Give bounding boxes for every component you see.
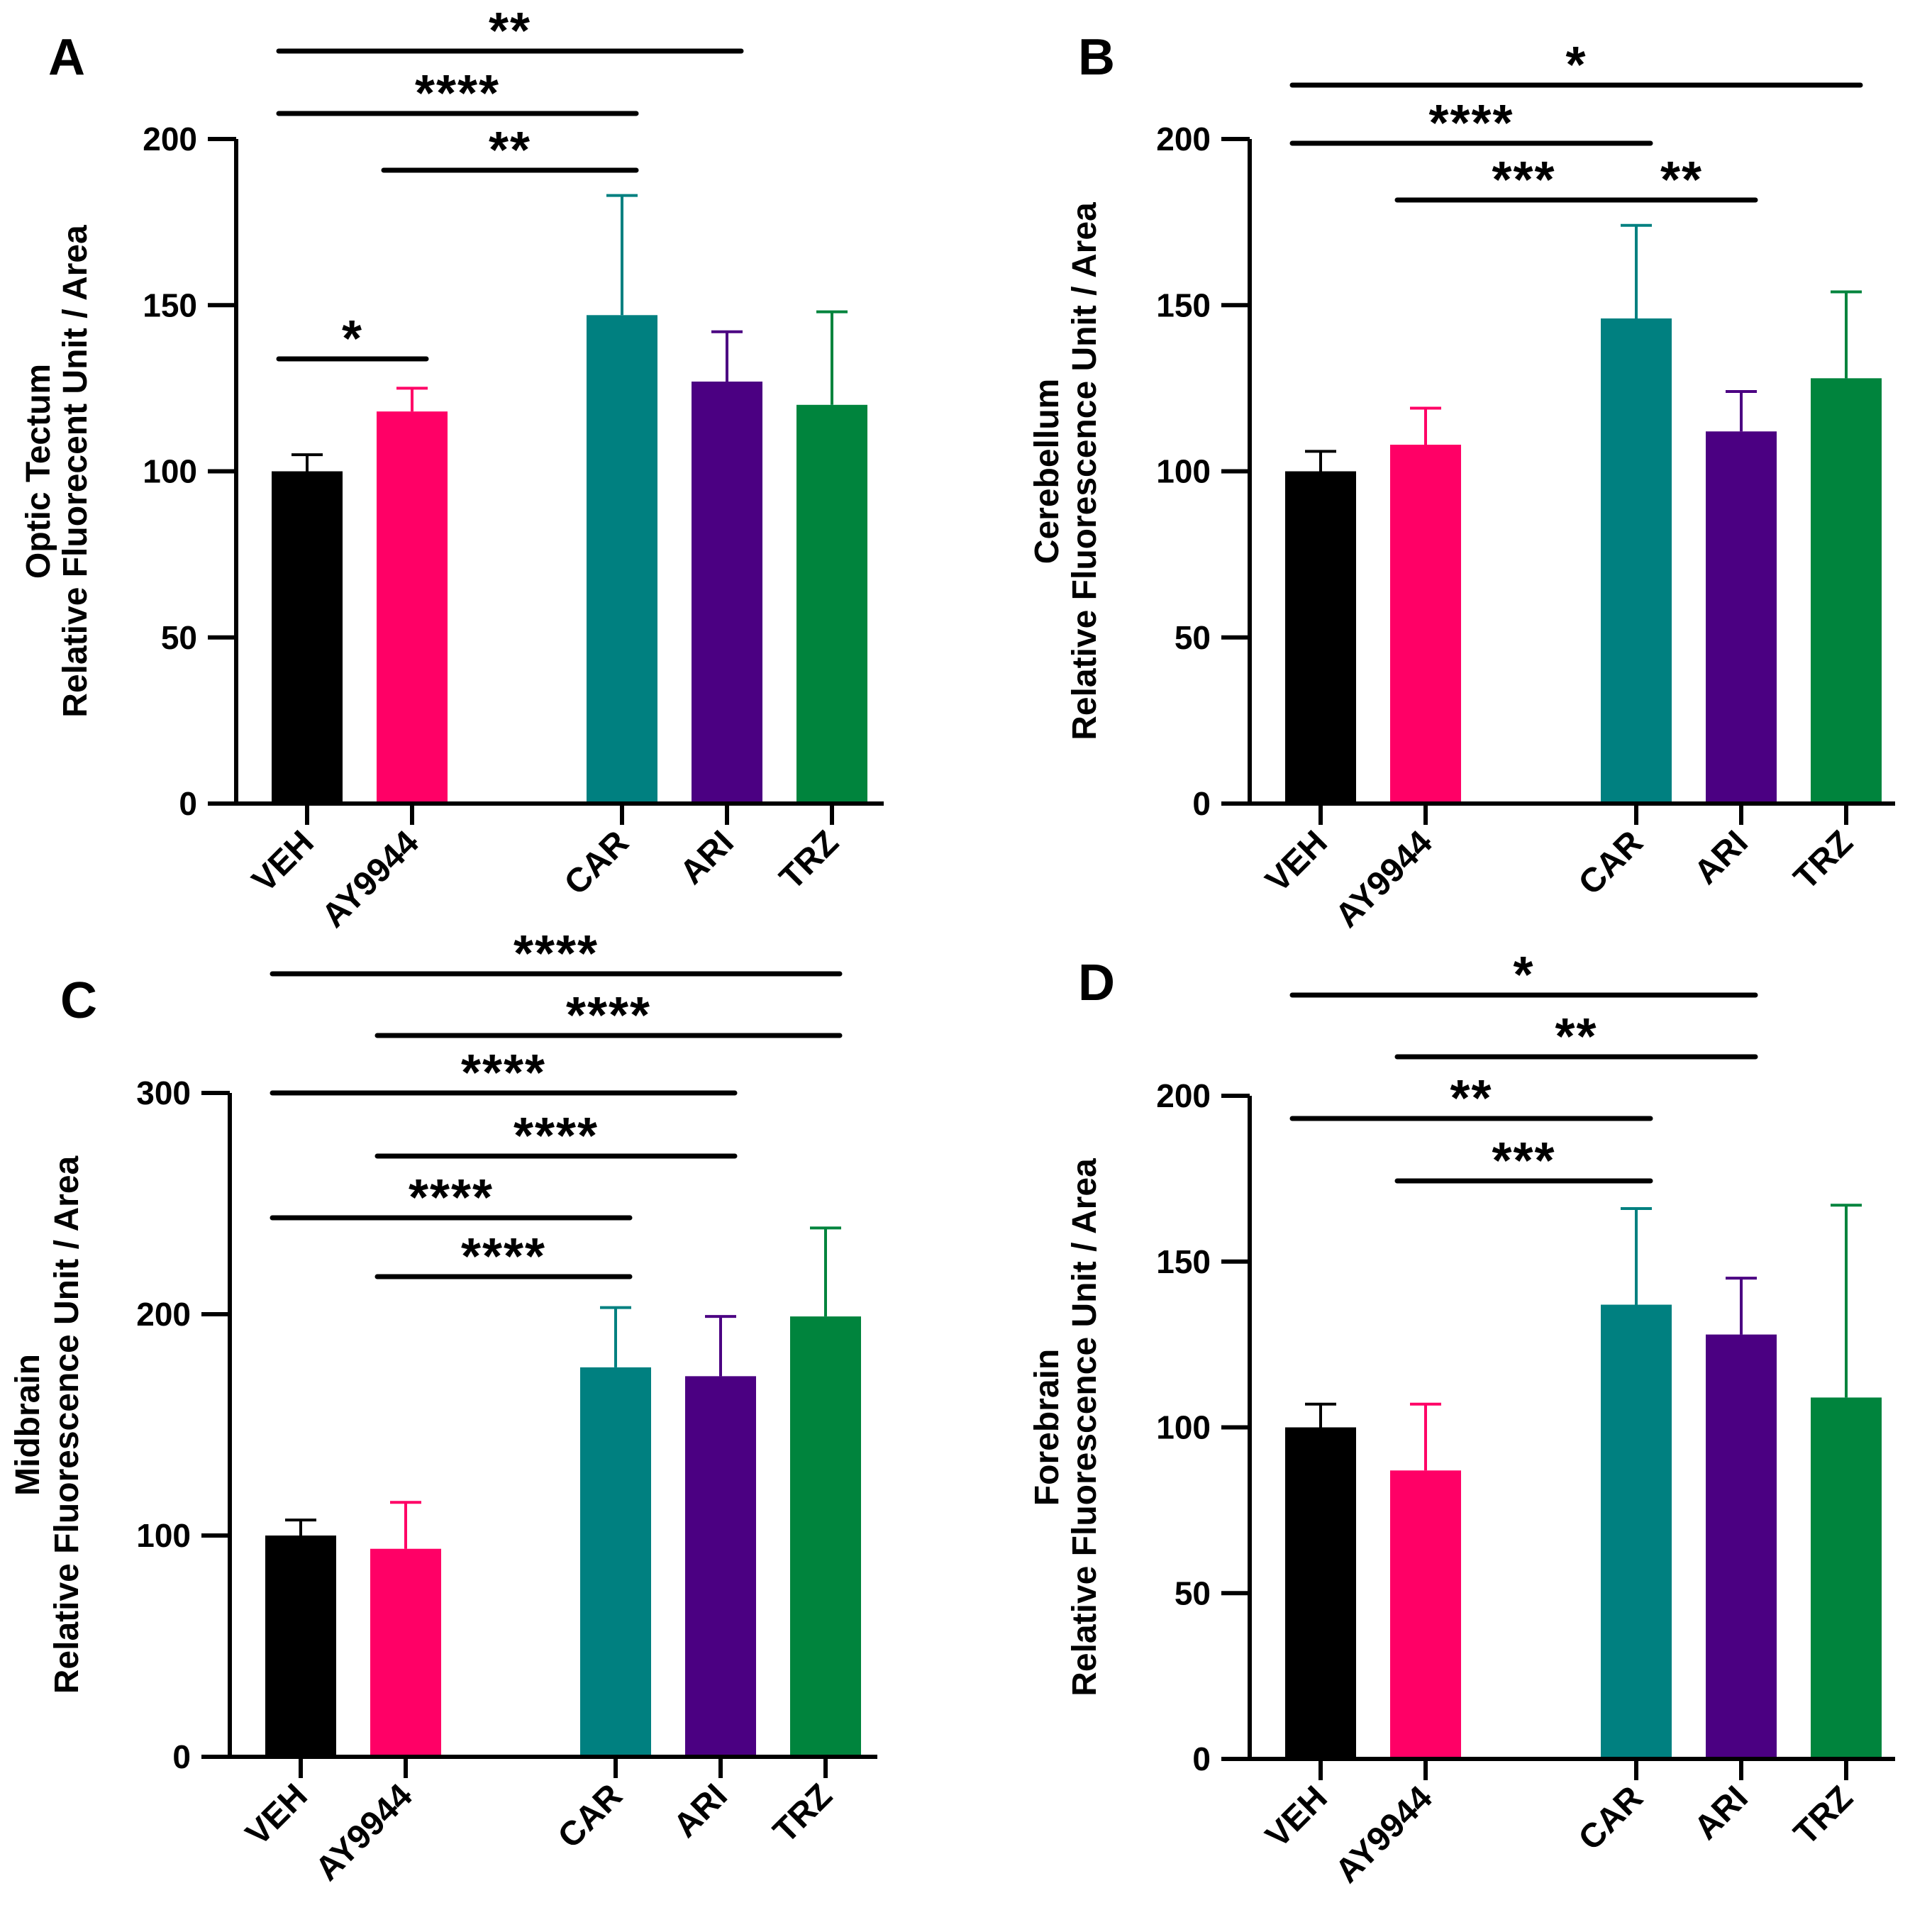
y-tick-label: 150 (143, 287, 197, 323)
significance-label: **** (461, 1228, 546, 1285)
y-axis-subtitle: Relative Fluorescence Unit / Area (1066, 202, 1104, 740)
y-tick-label: 100 (1156, 453, 1211, 490)
x-tick-label-ari: ARI (673, 823, 741, 892)
x-tick-label-veh: VEH (1259, 1779, 1335, 1855)
bar-ari (1706, 431, 1777, 804)
significance-label: * (342, 311, 363, 367)
significance-label: **** (566, 987, 651, 1044)
bar-trz (1811, 378, 1882, 804)
y-tick-label: 200 (1156, 1077, 1211, 1114)
bar-trz (1811, 1397, 1882, 1759)
panel-letter: C (60, 972, 97, 1029)
y-axis-title: Cerebellum (1028, 379, 1066, 564)
x-tick-label-car: CAR (557, 823, 636, 902)
bar-ari (692, 382, 762, 804)
x-tick-label-veh: VEH (1259, 823, 1335, 899)
y-tick-label: 0 (179, 785, 197, 822)
y-axis-title: Optic Tectum (20, 364, 57, 579)
bar-ay9944 (1390, 445, 1461, 804)
x-tick-label-car: CAR (551, 1777, 630, 1855)
bar-car (1601, 1304, 1672, 1759)
x-tick-label-ay9944: AY9944 (1328, 823, 1440, 935)
y-tick-label: 0 (1192, 1740, 1211, 1777)
x-tick-label-trz: TRZ (1787, 823, 1860, 896)
bar-car (587, 315, 657, 804)
significance-label: * (1565, 37, 1587, 94)
x-tick-label-ay9944: AY9944 (1328, 1779, 1440, 1890)
significance-label: ** (489, 3, 531, 60)
y-tick-label: 300 (136, 1075, 191, 1111)
bar-ay9944 (1390, 1470, 1461, 1759)
bar-veh (272, 471, 343, 804)
bar-veh (1285, 471, 1356, 804)
panel-a: A Optic Tectum Relative Fluorecent Unit / … (20, 3, 884, 935)
y-tick-label: 50 (1175, 1575, 1211, 1611)
y-tick-label: 0 (172, 1738, 191, 1775)
y-axis-title: Midbrain (9, 1354, 47, 1496)
y-tick-label: 150 (1156, 1243, 1211, 1280)
y-tick-label: 200 (1156, 121, 1211, 157)
significance-label: ** (1555, 1009, 1597, 1065)
x-tick-label-trz: TRZ (766, 1777, 839, 1850)
panel-letter: A (48, 29, 85, 86)
y-tick-label: 50 (1175, 619, 1211, 656)
significance-label: **** (513, 1108, 599, 1165)
bar-ari (1706, 1334, 1777, 1759)
x-tick-label-ay9944: AY9944 (315, 823, 426, 935)
bar-ay9944 (370, 1548, 441, 1757)
y-tick-label: 100 (143, 453, 197, 490)
y-axis-subtitle: Relative Fluorescence Unit / Area (1066, 1158, 1104, 1697)
bar-trz (796, 404, 867, 804)
x-tick-label-trz: TRZ (1787, 1779, 1860, 1852)
x-tick-label-trz: TRZ (772, 823, 845, 896)
significance-label: **** (461, 1045, 546, 1101)
bar-car (580, 1367, 651, 1757)
significance-label: ** (1450, 1070, 1492, 1127)
bar-car (1601, 318, 1672, 804)
y-tick-label: 50 (161, 619, 197, 656)
y-tick-label: 200 (143, 121, 197, 157)
x-tick-label-ay9944: AY9944 (309, 1777, 420, 1888)
bar-veh (265, 1536, 336, 1757)
x-tick-label-car: CAR (1572, 1779, 1650, 1858)
significance-label: * (1513, 947, 1534, 1004)
y-tick-label: 100 (136, 1517, 191, 1554)
significance-label: ** (1660, 152, 1703, 209)
x-tick-label-ari: ARI (1687, 823, 1755, 892)
bar-ay9944 (377, 411, 448, 804)
y-tick-label: 0 (1192, 785, 1211, 822)
significance-label: ** (489, 122, 531, 179)
y-tick-label: 200 (136, 1296, 191, 1333)
bar-veh (1285, 1427, 1356, 1759)
y-axis-title: Forebrain (1028, 1349, 1066, 1506)
y-axis-subtitle: Relative Fluorescence Unit / Area (48, 1155, 86, 1694)
panel-letter: B (1078, 29, 1115, 86)
significance-label: *** (1492, 152, 1555, 209)
y-tick-label: 100 (1156, 1409, 1211, 1446)
panel-d: D Forebrain Relative Fluorescence Unit / A… (1028, 947, 1895, 1890)
panel-b: B Cerebellum Relative Fluorescence Unit / … (1028, 29, 1895, 935)
bar-trz (790, 1316, 861, 1757)
panel-letter: D (1078, 955, 1115, 1011)
x-tick-label-veh: VEH (245, 823, 321, 899)
bar-ari (685, 1376, 756, 1757)
x-tick-label-ari: ARI (667, 1777, 735, 1845)
y-tick-label: 150 (1156, 287, 1211, 323)
significance-label: **** (1428, 95, 1514, 152)
x-tick-label-car: CAR (1572, 823, 1650, 902)
x-tick-label-ari: ARI (1687, 1779, 1755, 1847)
significance-label: *** (1492, 1133, 1555, 1189)
panel-c: C Midbrain Relative Fluorescence Unit / Ar… (9, 926, 877, 1888)
significance-label: **** (513, 926, 599, 982)
significance-label: **** (409, 1170, 494, 1226)
x-tick-label-veh: VEH (239, 1777, 315, 1853)
y-axis-subtitle: Relative Fluorecent Unit / Area (57, 225, 94, 718)
significance-label: **** (415, 65, 500, 122)
